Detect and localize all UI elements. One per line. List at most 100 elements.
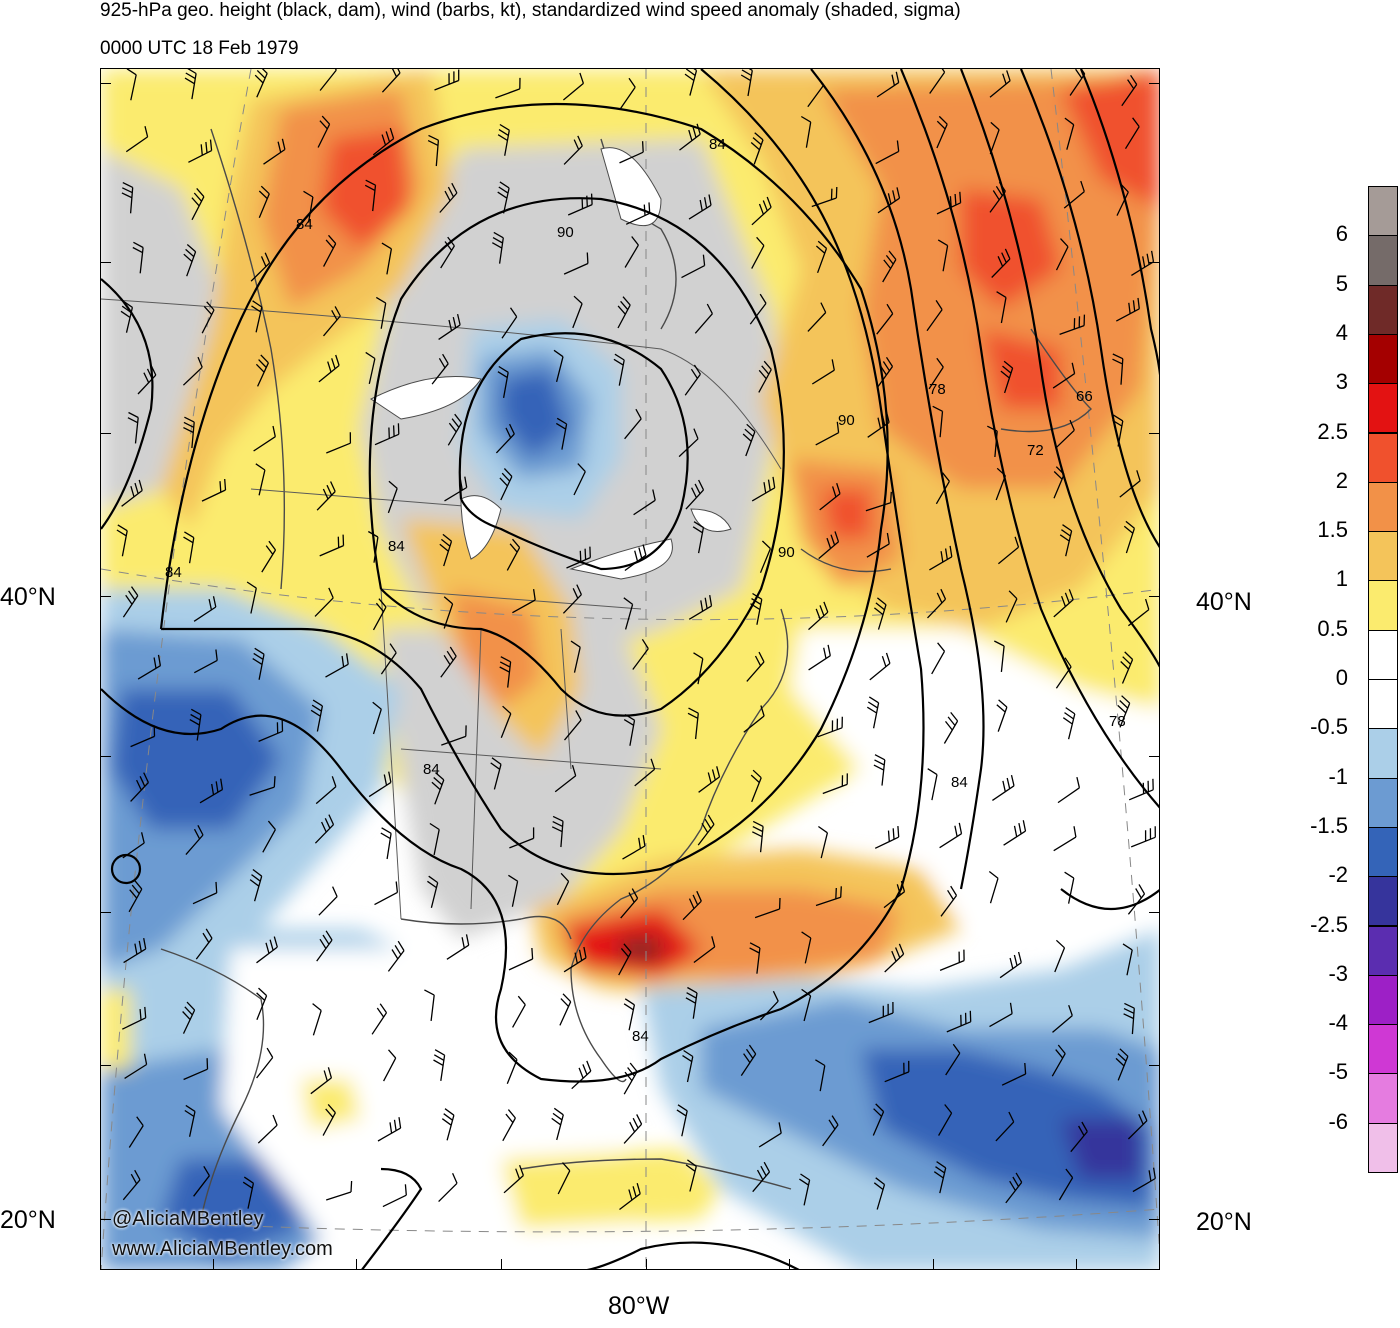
wind-barb [427, 134, 440, 167]
wind-barb [688, 594, 713, 620]
wind-barb [316, 930, 333, 962]
wind-barb [1000, 360, 1014, 394]
wind-barb [884, 943, 905, 973]
wind-barb [372, 598, 387, 631]
wind-barb [512, 995, 526, 1028]
wind-barb [441, 725, 467, 746]
wind-barb [434, 69, 460, 91]
colorbar-label: 2 [1335, 467, 1348, 493]
wind-barb [314, 814, 335, 844]
wind-barb [815, 421, 840, 446]
wind-barb [801, 931, 812, 964]
wind-barb [318, 886, 338, 916]
wind-barb [698, 766, 721, 793]
wind-barb [807, 76, 824, 108]
colorbar-label: 6 [1335, 221, 1348, 247]
wind-barb [877, 187, 901, 214]
map-valid-time: 0000 UTC 18 Feb 1979 [100, 38, 299, 59]
credit-website[interactable]: www.AliciaMBentley.com [112, 1238, 333, 1260]
wind-barb [1054, 939, 1066, 973]
wind-barb [746, 651, 765, 682]
colorbar-label: -4 [1328, 1010, 1348, 1036]
wind-barb [314, 587, 334, 617]
wind-barb [382, 1184, 407, 1208]
wind-barb [1127, 598, 1150, 627]
wind-barb [946, 1010, 972, 1033]
wind-barb [323, 306, 341, 337]
wind-barb [433, 1049, 446, 1081]
colorbar-label: -6 [1328, 1108, 1348, 1134]
wind-barb [936, 115, 948, 149]
wind-barb [193, 649, 218, 674]
contour-label: 90 [838, 412, 855, 429]
wind-barb [808, 601, 829, 631]
contour-label: 84 [296, 216, 313, 233]
wind-barb [122, 1169, 141, 1201]
wind-barb [929, 545, 953, 571]
wind-barb [988, 870, 999, 904]
wind-barb [693, 652, 704, 685]
frame-tick [1149, 83, 1159, 84]
wind-barb [262, 820, 276, 853]
wind-barb [427, 875, 439, 908]
lat-label-20n-right: 20°N [1196, 1208, 1252, 1236]
wind-barb [742, 423, 756, 457]
wind-barb [876, 71, 900, 98]
wind-barb [250, 252, 271, 282]
wind-barb [1053, 466, 1065, 499]
wind-barb [1112, 414, 1124, 447]
wind-barb [446, 934, 470, 960]
contour-label: 66 [1076, 388, 1093, 405]
wind-barb [1128, 778, 1154, 801]
anomaly-shading [101, 69, 1159, 1269]
wind-barb [325, 653, 349, 678]
wind-barb [122, 586, 139, 618]
wind-barb [868, 1001, 894, 1024]
contour-label: 78 [1109, 713, 1126, 730]
wind-barb [130, 772, 149, 802]
wind-barb [195, 928, 213, 960]
wind-barb [319, 534, 345, 557]
wind-barb [191, 187, 205, 221]
wind-barb [927, 768, 938, 801]
wind-barb [622, 834, 646, 860]
wind-barb [685, 1159, 697, 1192]
frame-tick [213, 1259, 214, 1269]
wind-barb [557, 1162, 571, 1195]
wind-barb [676, 1104, 688, 1137]
wind-barb [185, 824, 204, 856]
wind-barb [799, 1173, 811, 1206]
contour-labels: 84 90 84 84 90 84 90 84 84 84 78 72 66 78 [165, 136, 1126, 1045]
wind-barb [632, 638, 649, 670]
wind-barb [368, 771, 392, 798]
wind-barb [678, 428, 699, 458]
wind-barb [996, 699, 1008, 732]
wind-barb [873, 754, 886, 786]
lat-label-20n-left: 20°N [0, 1206, 56, 1234]
colorbar-box [1368, 186, 1398, 237]
wind-barb [439, 182, 458, 213]
wind-barb [246, 581, 257, 614]
wind-barb [193, 1165, 210, 1197]
contour-label: 84 [423, 761, 440, 778]
wind-barb [750, 592, 763, 625]
wind-barb [619, 1183, 641, 1211]
wind-barb [383, 1049, 397, 1082]
wind-barb [322, 1103, 336, 1136]
wind-barb [623, 597, 634, 630]
wind-barb [822, 773, 848, 795]
wind-barb [447, 413, 463, 446]
colorbar-box [1368, 777, 1398, 828]
wind-barb [429, 822, 440, 856]
wind-barb [323, 234, 337, 267]
wind-barb [633, 489, 656, 516]
wind-barb [440, 236, 455, 269]
wind-barb [508, 947, 534, 971]
wind-barb [624, 236, 639, 268]
colorbar-label: 0 [1335, 665, 1348, 690]
wind-barb [188, 139, 213, 163]
wind-barb [743, 705, 765, 733]
wind-barb [310, 1067, 333, 1095]
wind-barb [258, 720, 284, 742]
wind-barb [431, 772, 445, 805]
